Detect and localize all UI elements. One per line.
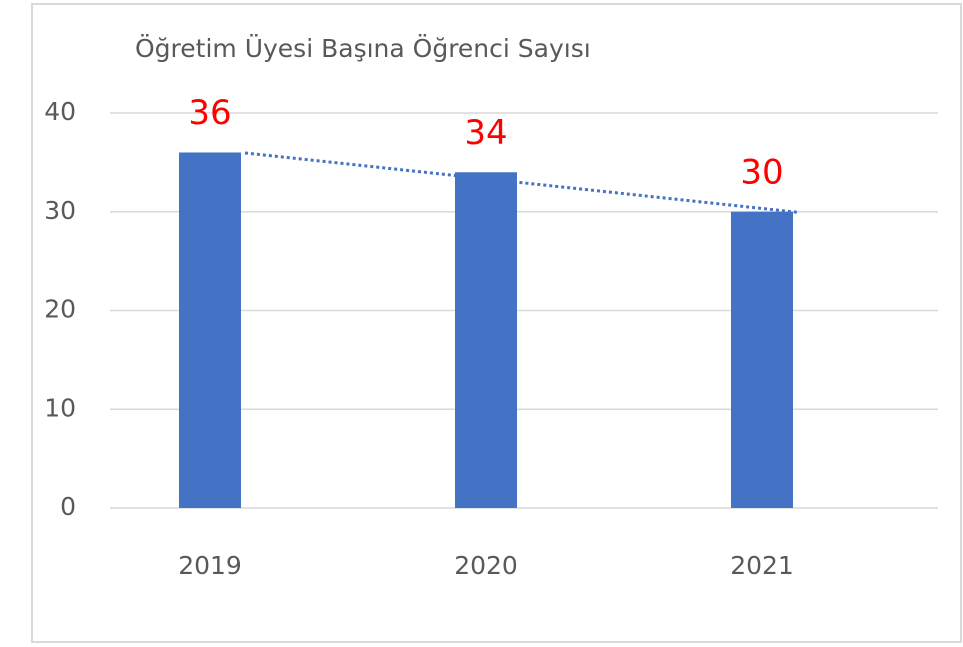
chart-title: Öğretim Üyesi Başına Öğrenci Sayısı	[135, 34, 591, 63]
y-tick-label: 10	[44, 393, 76, 422]
y-tick-label: 20	[44, 295, 76, 324]
trendline	[244, 151, 798, 214]
data-label: 34	[464, 113, 507, 153]
y-tick-label: 40	[44, 97, 76, 126]
x-tick-label: 2019	[178, 551, 242, 580]
bar	[179, 152, 241, 508]
y-tick-label: 0	[60, 492, 76, 521]
y-tick-label: 30	[44, 196, 76, 225]
data-label: 36	[188, 93, 231, 133]
bar	[731, 211, 793, 508]
x-tick-label: 2021	[730, 551, 794, 580]
bar	[455, 172, 517, 508]
x-tick-label: 2020	[454, 551, 518, 580]
data-label: 30	[740, 152, 783, 192]
